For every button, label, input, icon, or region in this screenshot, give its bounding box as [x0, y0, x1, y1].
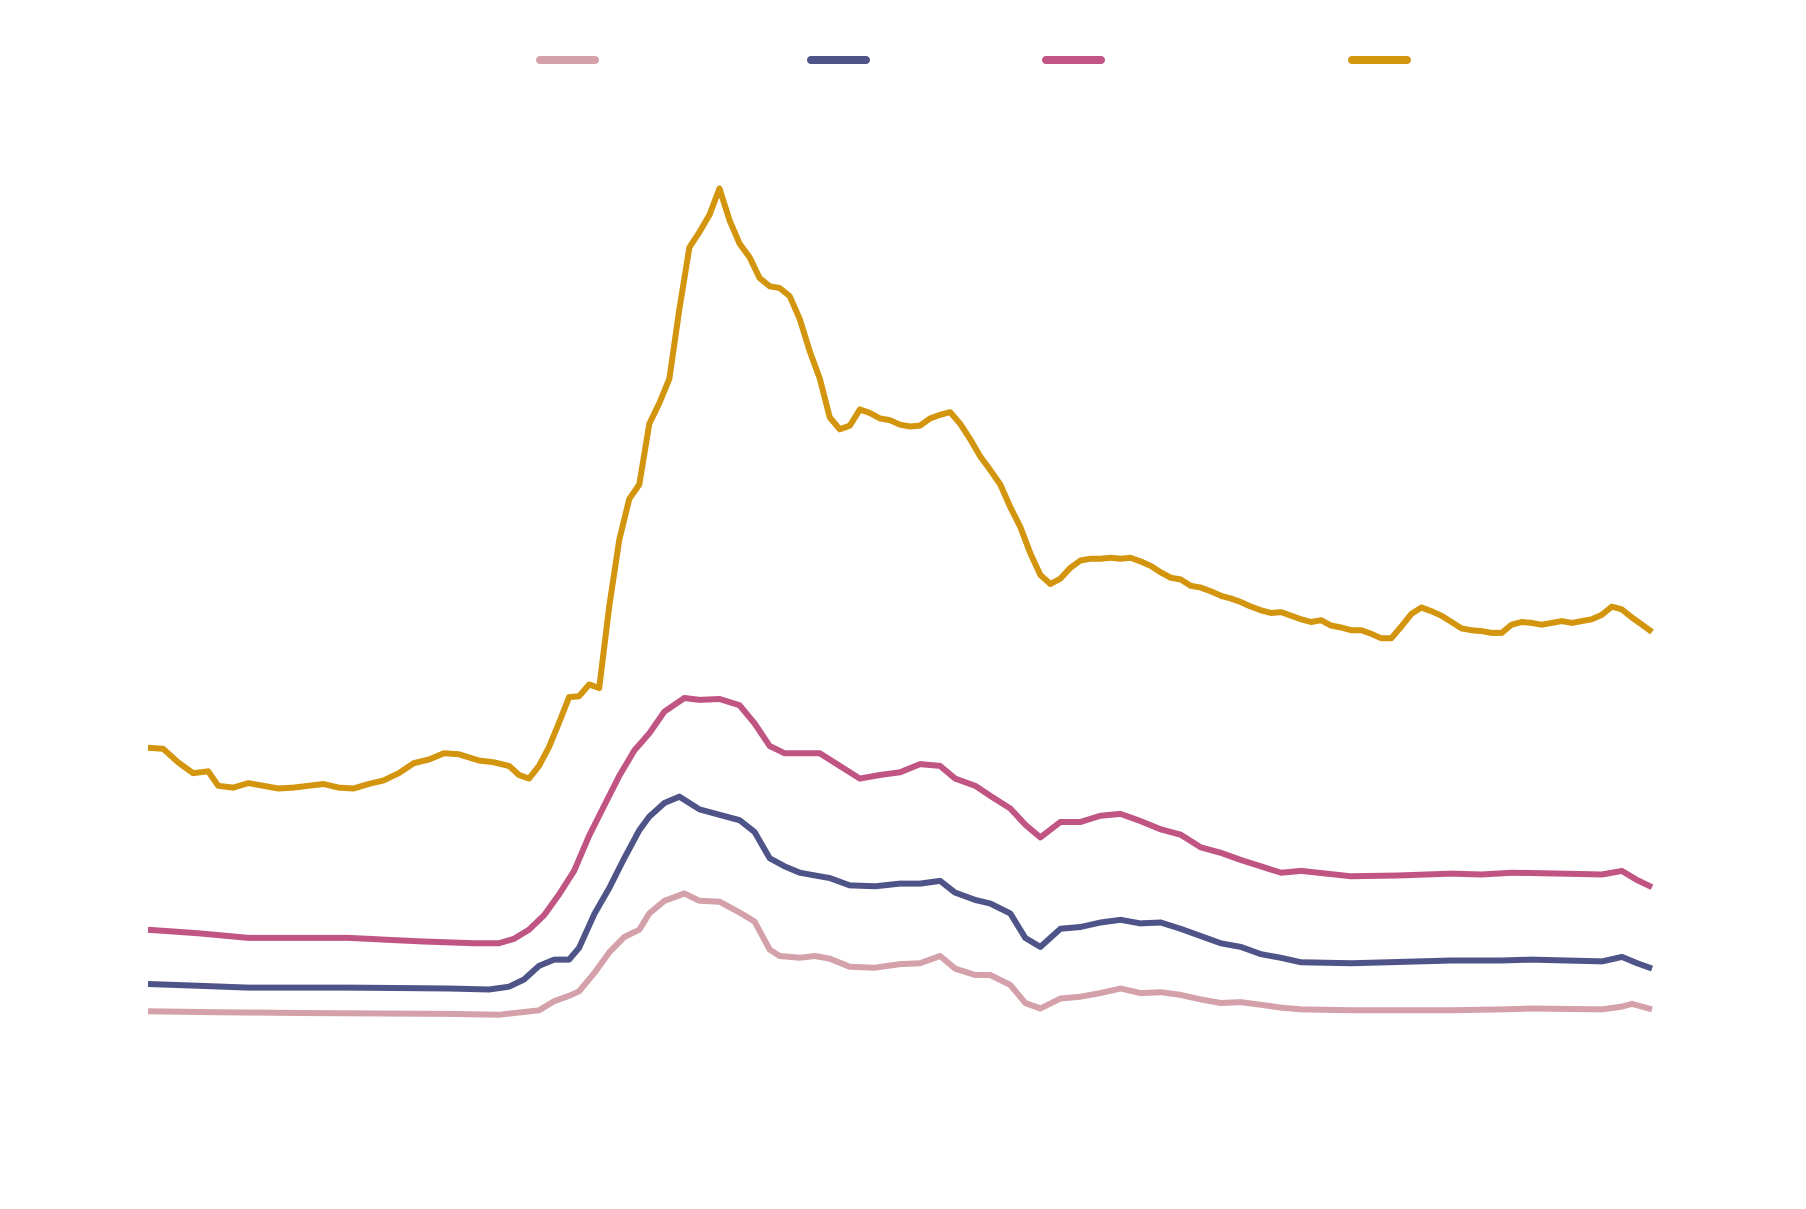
- series-line-1: [147, 890, 1653, 1018]
- series-line-3: [147, 695, 1654, 947]
- series-line-2: [147, 793, 1654, 993]
- series-layer: [147, 185, 1654, 1018]
- series-line-4: [147, 185, 1654, 792]
